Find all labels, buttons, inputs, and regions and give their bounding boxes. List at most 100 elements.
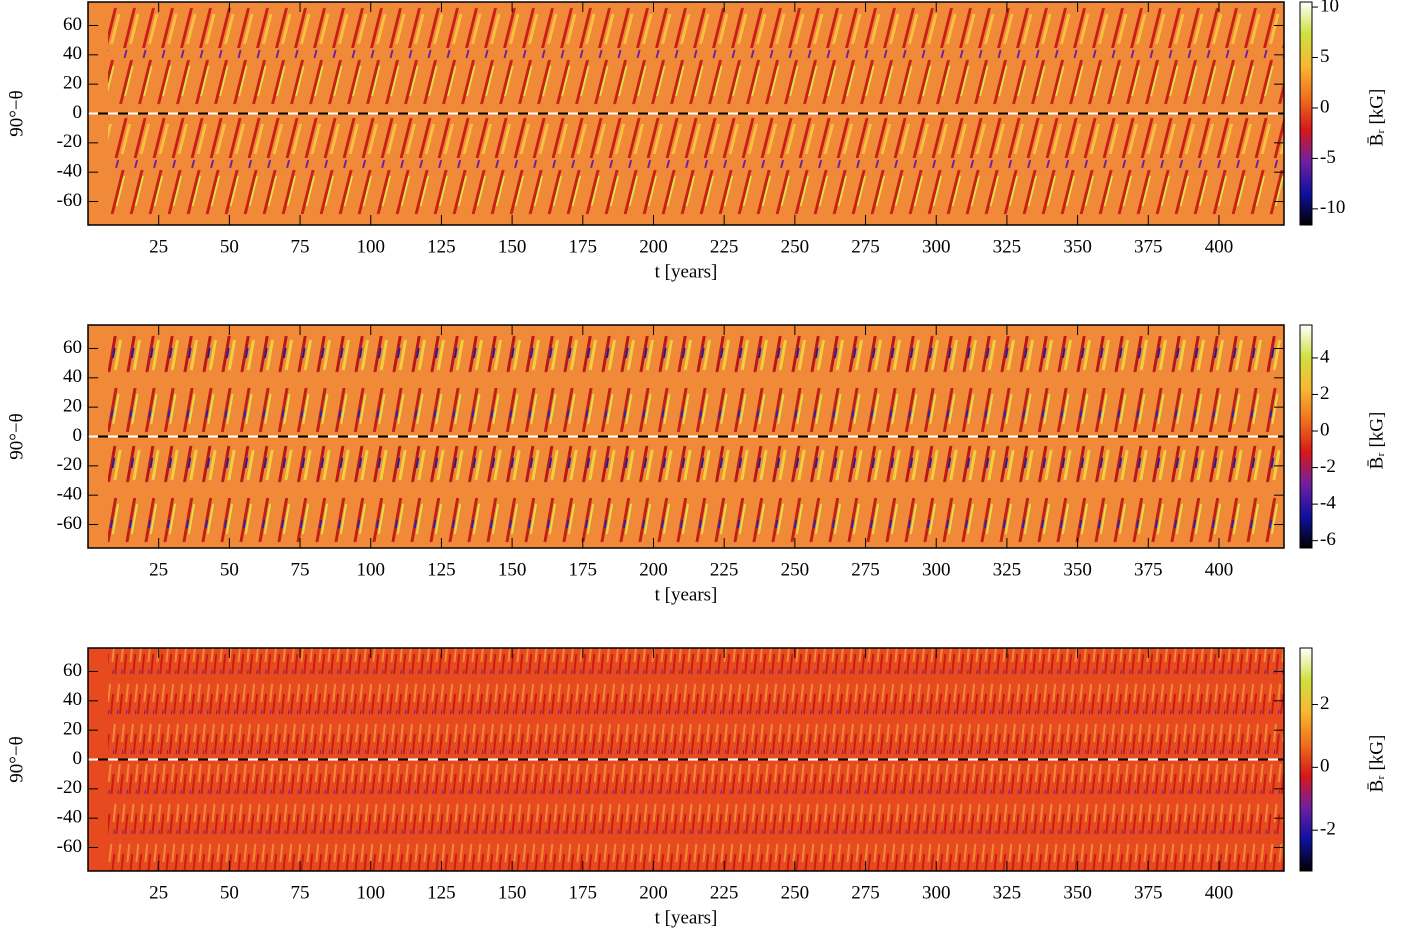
x-tick-label: 375 xyxy=(1134,236,1163,257)
x-tick-label: 50 xyxy=(220,559,239,580)
y-tick-label: 60 xyxy=(63,14,82,35)
y-tick-label: -60 xyxy=(57,190,82,211)
colorbar-tick-label: -4 xyxy=(1320,492,1336,513)
x-tick-label: 175 xyxy=(569,882,598,903)
x-tick-label: 150 xyxy=(498,559,527,580)
colorbar-tick-label: 0 xyxy=(1320,756,1330,777)
x-tick-label: 375 xyxy=(1134,882,1163,903)
colorbar-tick-label: 2 xyxy=(1320,693,1330,714)
colorbar-tick-label: -10 xyxy=(1320,197,1345,218)
x-tick-label: 250 xyxy=(781,236,810,257)
x-tick-label: 325 xyxy=(993,882,1022,903)
y-axis-label: 90°−θ xyxy=(6,736,27,782)
x-tick-label: 100 xyxy=(356,559,385,580)
x-tick-label: 400 xyxy=(1205,882,1234,903)
y-tick-label: 40 xyxy=(63,366,82,387)
x-tick-label: 200 xyxy=(639,882,668,903)
x-tick-label: 325 xyxy=(993,559,1022,580)
x-tick-label: 350 xyxy=(1063,559,1092,580)
x-tick-label: 275 xyxy=(851,236,880,257)
x-tick-label: 175 xyxy=(569,236,598,257)
y-tick-label: 40 xyxy=(63,689,82,710)
x-tick-label: 25 xyxy=(149,236,168,257)
colorbar-tick-label: -2 xyxy=(1320,819,1336,840)
y-tick-label: -40 xyxy=(57,807,82,828)
y-tick-label: 60 xyxy=(63,337,82,358)
y-tick-label: 0 xyxy=(73,102,83,123)
x-tick-label: 375 xyxy=(1134,559,1163,580)
x-tick-label: 75 xyxy=(291,882,310,903)
x-tick-label: 400 xyxy=(1205,236,1234,257)
x-tick-label: 350 xyxy=(1063,882,1092,903)
y-tick-label: 40 xyxy=(63,43,82,64)
y-tick-label: 20 xyxy=(63,396,82,417)
x-tick-label: 325 xyxy=(993,236,1022,257)
colorbar xyxy=(1299,1,1313,226)
y-tick-label: -20 xyxy=(57,777,82,798)
x-axis-label: t [years] xyxy=(655,907,718,928)
colorbar-tick-label: 2 xyxy=(1320,383,1330,404)
colorbar-label: B̄ᵣ [kG] xyxy=(1366,412,1387,470)
x-tick-label: 200 xyxy=(639,559,668,580)
x-axis-label: t [years] xyxy=(655,261,718,282)
x-tick-label: 300 xyxy=(922,882,951,903)
y-tick-label: -60 xyxy=(57,513,82,534)
y-tick-label: 20 xyxy=(63,73,82,94)
x-tick-label: 225 xyxy=(710,559,739,580)
x-tick-label: 25 xyxy=(149,882,168,903)
colorbar-tick-label: -6 xyxy=(1320,529,1336,550)
plot-frame xyxy=(87,1,1285,226)
y-tick-label: -20 xyxy=(57,454,82,475)
x-tick-label: 300 xyxy=(922,559,951,580)
x-axis-label: t [years] xyxy=(655,584,718,605)
x-tick-label: 75 xyxy=(291,559,310,580)
x-tick-label: 150 xyxy=(498,236,527,257)
y-tick-label: 60 xyxy=(63,660,82,681)
x-tick-label: 350 xyxy=(1063,236,1092,257)
y-tick-label: 0 xyxy=(73,425,83,446)
y-axis-label: 90°−θ xyxy=(6,90,27,136)
y-tick-label: 20 xyxy=(63,719,82,740)
x-tick-label: 75 xyxy=(291,236,310,257)
colorbar-tick-label: 10 xyxy=(1320,0,1339,16)
colorbar-label: B̄ᵣ [kG] xyxy=(1366,89,1387,147)
y-axis-label: 90°−θ xyxy=(6,413,27,459)
colorbar-label: B̄ᵣ [kG] xyxy=(1366,735,1387,793)
x-tick-label: 125 xyxy=(427,882,456,903)
x-tick-label: 225 xyxy=(710,882,739,903)
y-tick-label: -40 xyxy=(57,161,82,182)
x-tick-label: 275 xyxy=(851,559,880,580)
x-tick-label: 125 xyxy=(427,559,456,580)
x-tick-label: 250 xyxy=(781,559,810,580)
x-tick-label: 200 xyxy=(639,236,668,257)
x-tick-label: 50 xyxy=(220,236,239,257)
x-tick-label: 100 xyxy=(356,882,385,903)
colorbar-tick-label: 0 xyxy=(1320,419,1330,440)
x-tick-label: 100 xyxy=(356,236,385,257)
colorbar-tick-label: 0 xyxy=(1320,96,1330,117)
x-tick-label: 225 xyxy=(710,236,739,257)
y-tick-label: -60 xyxy=(57,836,82,857)
colorbar-tick-label: 4 xyxy=(1320,346,1330,367)
y-tick-label: -20 xyxy=(57,131,82,152)
y-tick-label: 0 xyxy=(73,748,83,769)
colorbar xyxy=(1299,324,1313,549)
colorbar-tick-label: -2 xyxy=(1320,456,1336,477)
x-tick-label: 400 xyxy=(1205,559,1234,580)
plot-frame xyxy=(87,324,1285,549)
x-tick-label: 50 xyxy=(220,882,239,903)
x-tick-label: 150 xyxy=(498,882,527,903)
colorbar-tick-label: 5 xyxy=(1320,46,1330,67)
x-tick-label: 25 xyxy=(149,559,168,580)
x-tick-label: 300 xyxy=(922,236,951,257)
y-tick-label: -40 xyxy=(57,484,82,505)
colorbar-tick-label: -5 xyxy=(1320,147,1336,168)
colorbar xyxy=(1299,647,1313,872)
x-tick-label: 125 xyxy=(427,236,456,257)
x-tick-label: 175 xyxy=(569,559,598,580)
x-tick-label: 275 xyxy=(851,882,880,903)
plot-frame xyxy=(87,647,1285,872)
x-tick-label: 250 xyxy=(781,882,810,903)
